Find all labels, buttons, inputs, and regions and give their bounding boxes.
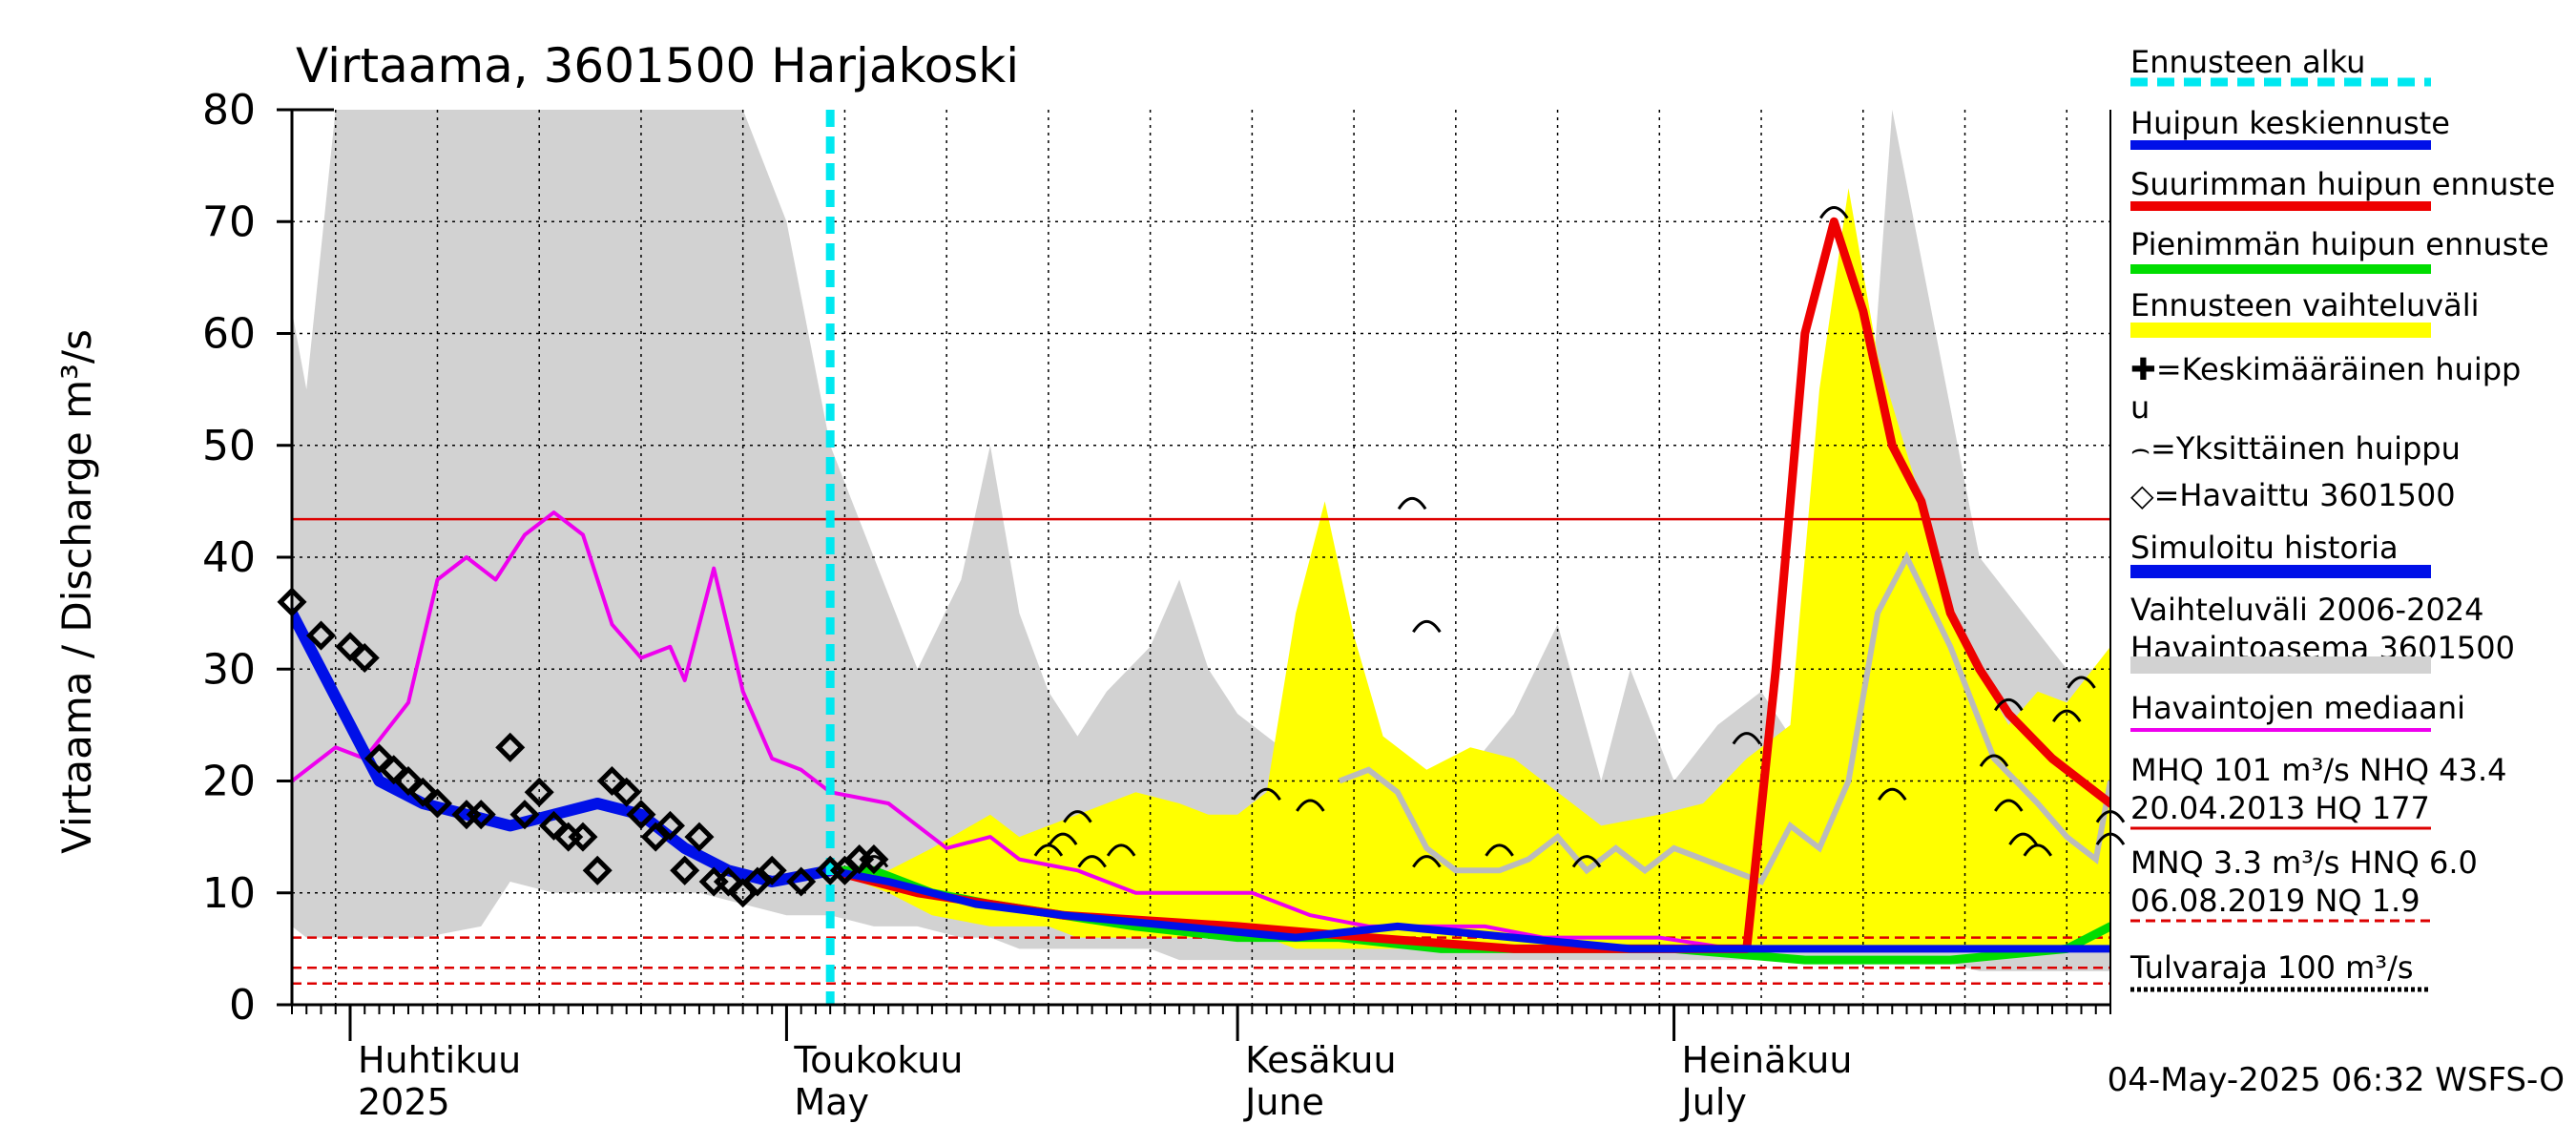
month-sublabel: June: [1243, 1081, 1324, 1123]
legend-label: Huipun keskiennuste: [2130, 105, 2450, 141]
observed-point: [509, 800, 540, 830]
max-forecast-line: [825, 217, 2110, 953]
observed-point: [495, 732, 526, 762]
y-tick-label: 50: [202, 422, 256, 470]
legend-label: ✚=Keskimääräinen huipp: [2130, 351, 2521, 387]
peak-marker: [1732, 732, 1762, 745]
month-label: Huhtikuu: [358, 1039, 521, 1081]
peak-marker: [1819, 206, 1849, 219]
legend-label-line2: u: [2130, 389, 2150, 426]
legend-label: Ennusteen vaihteluväli: [2130, 287, 2480, 323]
peak-marker: [1033, 843, 1064, 857]
peak-marker: [1485, 843, 1514, 857]
peak-marker: [1878, 787, 1907, 802]
footer-timestamp: 04-May-2025 06:32 WSFS-O: [2108, 1061, 2565, 1099]
observed-point: [305, 620, 337, 651]
median-line: [292, 510, 2110, 951]
legend-label: Pienimmän huipun ennuste: [2130, 226, 2549, 262]
y-tick-label: 60: [202, 310, 256, 359]
observed-point: [757, 855, 787, 885]
legend-label: Tulvaraja 100 m³/s: [2129, 949, 2414, 986]
peak-marker: [2008, 832, 2038, 845]
peak-marker: [1077, 855, 1107, 868]
observed-point: [466, 800, 496, 830]
observed-point: [568, 822, 598, 852]
legend-label: Suurimman huipun ennuste: [2130, 166, 2555, 202]
peak-marker: [1063, 810, 1092, 823]
peak-marker: [859, 855, 889, 868]
peak-marker: [1048, 832, 1078, 845]
range-bands: [292, 110, 2110, 971]
peak-marker: [2067, 676, 2096, 689]
legend: Ennusteen alku Huipun keskiennuste Suurimm…: [2129, 44, 2555, 992]
legend-label: ⌢=Yksittäinen huippu: [2130, 430, 2461, 467]
mean-forecast-line: [826, 866, 2110, 953]
y-tick-label: 20: [202, 758, 256, 806]
y-tick-label: 30: [202, 645, 256, 694]
month-label: Kesäkuu: [1245, 1039, 1397, 1081]
peak-marker: [2023, 843, 2053, 857]
peak-marker: [1979, 754, 2009, 767]
y-tick-label: 0: [229, 981, 256, 1030]
legend-label: Vaihteluväli 2006-2024: [2130, 592, 2484, 628]
legend-label: Simuloitu historia: [2130, 530, 2399, 566]
peak-marker: [1397, 496, 1427, 510]
observed-point: [524, 777, 554, 807]
observed-point: [612, 777, 642, 807]
legend-label: Havaintojen mediaani: [2130, 690, 2465, 726]
peak-range-line: [1338, 551, 2110, 885]
observed-point: [859, 844, 889, 875]
observed-point: [349, 642, 380, 674]
series-lines: [292, 110, 2110, 1005]
observed-point: [582, 855, 613, 885]
peak-marker: [1106, 843, 1136, 857]
peak-marker: [1412, 855, 1442, 868]
observed-point: [786, 866, 817, 897]
observed-point: [422, 788, 453, 819]
peak-marker: [1296, 799, 1325, 812]
peak-marker: [2051, 709, 2082, 722]
legend-label: MHQ 101 m³/s NHQ 43.4: [2130, 752, 2507, 788]
month-sublabel: May: [794, 1081, 869, 1123]
month-label: Toukokuu: [793, 1039, 963, 1081]
month-sublabel: July: [1680, 1081, 1747, 1123]
peak-marker: [1571, 855, 1602, 868]
month-sublabel: 2025: [358, 1081, 450, 1123]
legend-label: Ennusteen alku: [2130, 44, 2365, 80]
y-tick-label: 80: [202, 86, 256, 135]
observed-point: [670, 855, 700, 885]
legend-label: MNQ 3.3 m³/s HNQ 6.0: [2130, 844, 2478, 881]
legend-label-line2: 06.08.2019 NQ 1.9: [2130, 883, 2420, 919]
peak-marker: [1252, 787, 1281, 802]
observed-point: [654, 810, 685, 841]
y-tick-label: 10: [202, 869, 256, 918]
y-tick-label: 40: [202, 533, 256, 582]
forecast-range-band: [830, 188, 2110, 949]
y-axis-label: Virtaama / Discharge m³/s: [53, 329, 100, 854]
historical-range-band: [292, 110, 2110, 971]
observed-point: [684, 822, 715, 852]
legend-label-line2: 20.04.2013 HQ 177: [2130, 790, 2430, 826]
observed-point: [626, 800, 656, 830]
chart-title: Virtaama, 3601500 Harjakoski: [296, 38, 1019, 94]
peak-marker: [1993, 799, 2024, 812]
peak-marker: [1993, 697, 2024, 712]
legend-label: ◇=Havaittu 3601500: [2130, 477, 2456, 513]
month-label: Heinäkuu: [1682, 1039, 1853, 1081]
y-tick-label: 70: [202, 198, 256, 246]
peak-marker: [1412, 619, 1442, 634]
